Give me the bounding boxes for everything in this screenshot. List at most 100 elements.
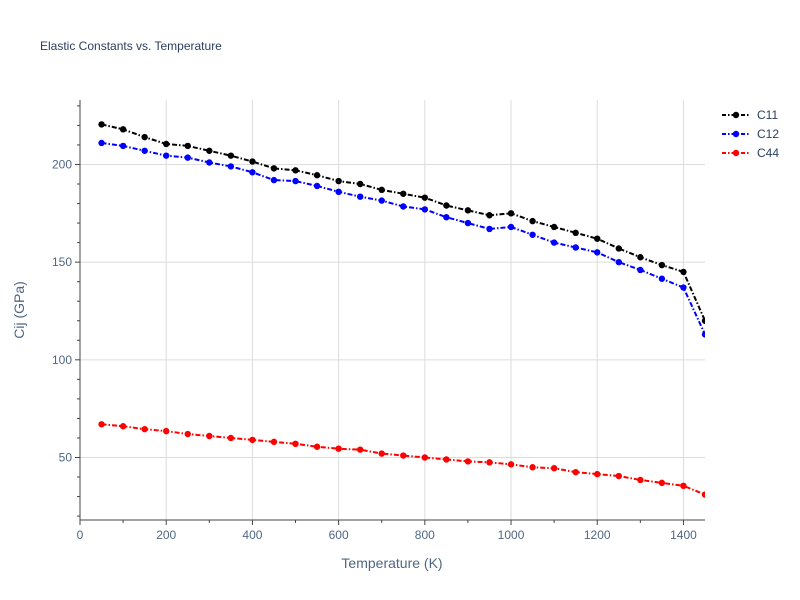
c44-point <box>356 446 364 453</box>
c12-point <box>378 197 385 204</box>
c11-point <box>98 121 105 128</box>
c44-point <box>270 438 278 446</box>
c44-point <box>119 423 127 430</box>
c11-point <box>486 212 493 219</box>
c44-point <box>421 454 429 461</box>
c44-point <box>292 440 299 448</box>
c11-point <box>119 126 127 133</box>
c44-point <box>249 436 256 444</box>
c12-point <box>529 231 536 238</box>
series-c12 <box>98 139 705 338</box>
c44-point <box>141 425 148 433</box>
legend-marker-c44 <box>732 149 740 157</box>
c11-point <box>292 167 299 174</box>
c44-point <box>615 472 622 480</box>
c44-point <box>206 432 213 440</box>
c44-point <box>335 445 342 452</box>
c11-point <box>400 190 407 197</box>
c12-point <box>400 203 407 210</box>
legend-label-c12: C12 <box>757 127 779 141</box>
c12-point <box>594 249 601 256</box>
c44-point <box>227 434 235 442</box>
c12-point <box>141 147 148 154</box>
c44-point <box>529 464 536 471</box>
x-tick-label: 200 <box>156 528 176 542</box>
c44-point <box>680 482 687 490</box>
x-tick-label: 400 <box>242 528 262 542</box>
x-tick-label: 1200 <box>584 528 611 542</box>
c11-point <box>550 223 558 231</box>
c11-point <box>637 254 644 261</box>
c12-point <box>507 223 515 231</box>
legend-marker-c12 <box>732 130 740 138</box>
c12-point <box>550 239 558 246</box>
c12-point <box>680 284 687 291</box>
c44-point <box>443 456 450 463</box>
c11-point <box>529 217 536 225</box>
c12-point <box>227 163 235 170</box>
c11-point <box>421 194 429 201</box>
c44-point <box>400 452 407 459</box>
y-tick-label: 100 <box>52 353 72 367</box>
c11-point <box>313 172 321 179</box>
c44-point <box>594 470 601 478</box>
c11-point <box>594 235 601 242</box>
c11-point <box>443 202 450 209</box>
legend-item-c44[interactable]: C44 <box>722 146 779 160</box>
c11-point <box>206 147 213 154</box>
c12-point <box>421 206 429 213</box>
c44-point <box>637 476 644 484</box>
c11-point <box>378 186 385 194</box>
legend-label-c44: C44 <box>757 146 779 160</box>
legend-item-c11[interactable]: C11 <box>722 108 778 122</box>
x-tick-label: 800 <box>415 528 435 542</box>
c11-point <box>335 177 342 185</box>
c12-point <box>658 275 666 282</box>
c11-point <box>141 133 148 141</box>
c11-point <box>270 165 278 172</box>
c44-point <box>184 430 191 438</box>
c44-point <box>572 468 579 476</box>
c11-point <box>615 245 622 252</box>
c12-point <box>163 152 170 159</box>
grid <box>80 100 705 520</box>
axes: 0 200 400 600 800 1000 1200 1400 50 100 150 200 <box>52 100 705 542</box>
c12-point <box>206 159 213 166</box>
c12-point <box>615 258 622 266</box>
c12-point <box>292 177 299 185</box>
c44-point <box>507 461 515 468</box>
y-tick-label: 200 <box>52 157 72 171</box>
c12-point <box>443 214 450 221</box>
c12-point <box>119 142 127 150</box>
c44-point <box>658 479 666 487</box>
legend-marker-c11 <box>732 111 740 119</box>
c12-point <box>637 266 644 274</box>
c11-point <box>701 317 705 324</box>
c12-point <box>270 176 278 184</box>
c11-point <box>184 142 191 150</box>
c12-point <box>572 244 579 251</box>
c44-point <box>378 450 385 457</box>
c12-point <box>486 225 493 233</box>
series-c11 <box>98 121 705 324</box>
c44-point <box>313 443 321 450</box>
chart-title: Elastic Constants vs. Temperature <box>40 39 222 53</box>
x-tick-label: 1400 <box>670 528 697 542</box>
y-axis-title: Cij (GPa) <box>11 281 27 339</box>
c11-point <box>249 158 256 165</box>
c12-line <box>101 141 705 335</box>
legend: C11 C12 C44 <box>722 108 779 160</box>
c11-point <box>464 207 472 214</box>
c12-point <box>98 139 105 147</box>
legend-item-c12[interactable]: C12 <box>722 127 779 141</box>
c11-point <box>356 180 364 188</box>
c44-point <box>550 465 558 472</box>
c12-point <box>249 169 256 176</box>
c44-point <box>464 458 472 465</box>
c44-point <box>486 459 493 466</box>
c11-line <box>101 123 705 322</box>
series-c44 <box>98 421 705 498</box>
c11-point <box>680 268 687 276</box>
c12-point <box>184 154 191 161</box>
y-tick-label: 50 <box>59 450 73 464</box>
